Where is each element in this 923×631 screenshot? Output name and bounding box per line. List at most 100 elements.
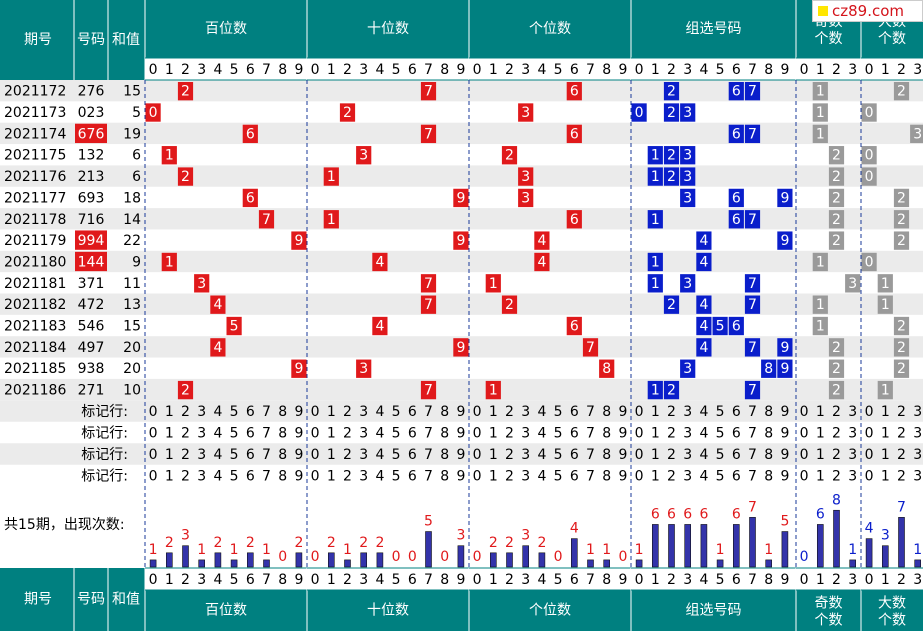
digit-header-label: 6 — [732, 572, 741, 588]
number-header: 号码 — [77, 32, 105, 48]
group-ball-label: 7 — [748, 84, 757, 100]
digit-ball-label: 6 — [570, 212, 579, 228]
period-cell: 2021175 — [4, 148, 66, 164]
digit-header-label: 2 — [505, 62, 514, 78]
count-bar — [603, 559, 611, 568]
sum-header: 和值 — [112, 592, 140, 608]
mark-digit: 4 — [213, 404, 222, 420]
mark-digit: 0 — [473, 469, 482, 485]
odd-ball — [828, 188, 845, 208]
digit-ball — [210, 338, 226, 357]
site-watermark: cz89.com — [812, 0, 923, 22]
digit-ball — [177, 82, 194, 101]
count-bar — [570, 538, 578, 568]
group-ball — [680, 359, 696, 378]
mark-digit: 0 — [865, 447, 874, 463]
group-ball-label: 2 — [667, 169, 676, 185]
digit-ball-label: 3 — [521, 105, 530, 121]
group-ball — [647, 146, 663, 165]
mark-digit: 0 — [865, 469, 874, 485]
group-ball-label: 7 — [748, 340, 757, 356]
digit-header-label: 3 — [683, 62, 692, 78]
mark-digit: 6 — [570, 469, 579, 485]
digit-ball — [485, 274, 501, 293]
mark-digit: 3 — [848, 447, 857, 463]
mark-digit: 9 — [780, 404, 789, 420]
mark-digit: 4 — [375, 404, 384, 420]
section-title-2: 个位数 — [529, 21, 571, 37]
count-bar — [230, 559, 238, 568]
odd-ball-label: 2 — [832, 233, 841, 249]
digit-ball — [582, 338, 599, 357]
digit-header-label: 3 — [359, 62, 368, 78]
count-value: 3 — [881, 528, 890, 544]
group-ball-label: 1 — [651, 276, 660, 292]
mark-digit: 6 — [570, 426, 579, 442]
period-cell: 2021182 — [4, 297, 66, 313]
count-label: 共15期，出现次数: — [4, 517, 125, 533]
digit-header-label: 8 — [764, 572, 773, 588]
group-ball — [712, 316, 728, 336]
group-ball-label: 1 — [651, 212, 660, 228]
count-bar — [344, 559, 351, 568]
count-bar — [898, 517, 905, 568]
mark-digit: 6 — [246, 426, 255, 442]
mark-digit: 8 — [278, 447, 287, 463]
digit-ball — [323, 210, 339, 229]
digit-header-label: 7 — [748, 62, 757, 78]
digit-header-label: 0 — [635, 62, 644, 78]
digit-ball-label: 9 — [456, 190, 465, 206]
digit-header-label: 6 — [570, 62, 579, 78]
odd-ball-label: 1 — [816, 297, 825, 313]
mark-digit: 3 — [359, 469, 368, 485]
big-ball — [893, 338, 910, 357]
mark-digit: 0 — [635, 426, 644, 442]
group-ball-label: 0 — [635, 105, 644, 121]
mark-digit: 0 — [473, 404, 482, 420]
count-bar — [198, 559, 205, 568]
digit-header-label: 3 — [197, 572, 206, 588]
mark-digit: 0 — [800, 404, 809, 420]
odd-ball-label: 2 — [832, 169, 841, 185]
mark-digit: 8 — [278, 426, 287, 442]
digit-ball-label: 2 — [181, 84, 190, 100]
digit-ball — [242, 188, 258, 208]
group-ball — [728, 210, 744, 229]
group-ball-label: 9 — [780, 190, 789, 206]
odd-ball-label: 1 — [816, 319, 825, 335]
digit-header-label: 8 — [440, 572, 449, 588]
group-ball — [680, 188, 696, 208]
group-ball-label: 3 — [683, 105, 692, 121]
mark-digit: 4 — [213, 426, 222, 442]
group-ball — [663, 103, 680, 122]
period-cell: 2021186 — [4, 383, 66, 399]
mark-digit: 1 — [881, 447, 890, 463]
group-ball-label: 3 — [683, 361, 692, 377]
big-ball — [861, 146, 877, 165]
period-cell: 2021179 — [4, 233, 66, 249]
digit-header-label: 2 — [832, 572, 841, 588]
group-ball-label: 2 — [667, 297, 676, 313]
count-value: 3 — [456, 528, 465, 544]
digit-ball-label: 7 — [262, 212, 271, 228]
group-ball — [777, 338, 793, 357]
number-cell: 271 — [78, 383, 105, 399]
big-ball — [861, 167, 877, 186]
period-header: 期号 — [24, 32, 52, 48]
mark-digit: 3 — [521, 404, 530, 420]
digit-header-label: 7 — [586, 572, 595, 588]
digit-ball — [145, 103, 161, 122]
group-ball-label: 6 — [732, 319, 741, 335]
sum-cell: 22 — [123, 233, 141, 249]
digit-header-label: 7 — [424, 62, 433, 78]
group-ball-label: 1 — [651, 169, 660, 185]
mark-digit: 9 — [294, 404, 303, 420]
digit-row-bg — [307, 58, 469, 80]
mark-digit: 1 — [651, 447, 660, 463]
digit-ball — [356, 146, 372, 165]
number-cell: 938 — [78, 361, 105, 377]
count-value: 7 — [897, 499, 906, 515]
group-ball-label: 7 — [748, 297, 757, 313]
mark-digit: 9 — [780, 447, 789, 463]
group-ball-label: 3 — [683, 190, 692, 206]
